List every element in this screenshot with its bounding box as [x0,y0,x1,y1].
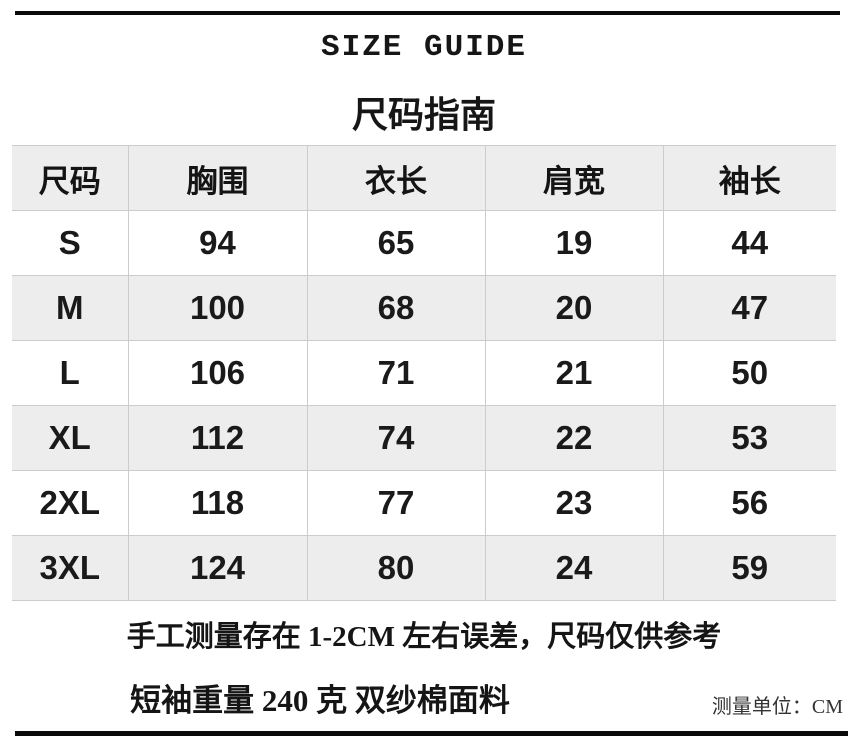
chest-cell: 124 [127,535,308,601]
chest-cell: 112 [127,405,308,471]
table-row-m: M 100 68 20 47 [12,275,836,341]
sleeve-cell: 50 [662,340,836,406]
table-row-2xl: 2XL 118 77 23 56 [12,470,836,536]
size-table: 尺码 胸围 衣长 肩宽 袖长 S 94 65 19 44 M 100 68 20… [12,145,836,601]
sleeve-cell: 53 [662,405,836,471]
bottom-divider-rule [15,731,848,736]
shoulder-cell: 19 [484,210,664,276]
table-row-s: S 94 65 19 44 [12,210,836,276]
size-cell: XL [12,405,129,471]
chest-cell: 118 [127,470,308,536]
column-header-length: 衣长 [306,145,486,211]
length-cell: 71 [306,340,486,406]
size-cell: S [12,210,129,276]
shoulder-cell: 23 [484,470,664,536]
table-row-xl: XL 112 74 22 53 [12,405,836,471]
sleeve-cell: 59 [662,535,836,601]
table-row-l: L 106 71 21 50 [12,340,836,406]
size-cell: 3XL [12,535,129,601]
column-header-chest: 胸围 [127,145,308,211]
column-header-size: 尺码 [12,145,129,211]
chest-cell: 106 [127,340,308,406]
sleeve-cell: 44 [662,210,836,276]
column-header-sleeve: 袖长 [662,145,836,211]
note-weight-fabric: 短袖重量 240 克 双纱棉面料 [130,683,510,718]
top-divider-rule [15,11,840,15]
chest-cell: 100 [127,275,308,341]
length-cell: 77 [306,470,486,536]
page-title: SIZE GUIDE [320,30,528,65]
shoulder-cell: 22 [484,405,664,471]
column-header-shoulder: 肩宽 [484,145,664,211]
shoulder-cell: 21 [484,340,664,406]
shoulder-cell: 20 [484,275,664,341]
chest-cell: 94 [127,210,308,276]
page-subtitle: 尺码指南 [351,95,496,135]
table-row-3xl: 3XL 124 80 24 59 [12,535,836,601]
table-header-row: 尺码 胸围 衣长 肩宽 袖长 [12,145,836,211]
length-cell: 74 [306,405,486,471]
length-cell: 80 [306,535,486,601]
size-cell: 2XL [12,470,129,536]
length-cell: 65 [306,210,486,276]
sleeve-cell: 47 [662,275,836,341]
sleeve-cell: 56 [662,470,836,536]
size-cell: L [12,340,129,406]
measurement-unit-label: 测量单位：CM [711,696,843,718]
note-measurement-tolerance: 手工测量存在 1-2CM 左右误差，尺码仅供参考 [126,621,722,653]
length-cell: 68 [306,275,486,341]
size-cell: M [12,275,129,341]
shoulder-cell: 24 [484,535,664,601]
